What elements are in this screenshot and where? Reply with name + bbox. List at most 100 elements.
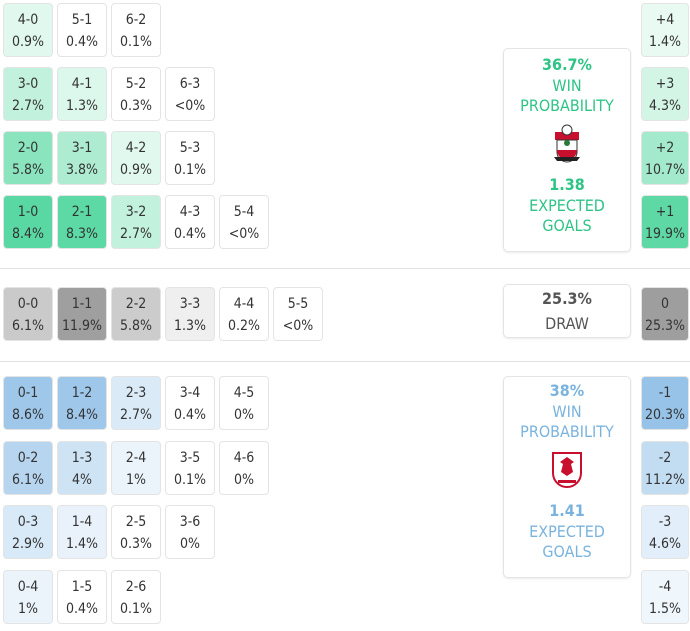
score-cell-label: 4-2 xyxy=(125,140,147,156)
score-cell-pct: 5.8% xyxy=(120,318,152,334)
middlesbrough-crest-icon xyxy=(552,452,582,488)
margin-cell-pct: 11.2% xyxy=(644,472,685,488)
score-cell: 3-3 1.3% xyxy=(165,287,215,341)
margin-cell-label: +4 xyxy=(655,12,675,28)
score-cell-pct: <0% xyxy=(174,98,206,114)
score-cell: 4-4 0.2% xyxy=(219,287,269,341)
score-cell-pct: 2.7% xyxy=(120,407,152,423)
margin-cell-label: -4 xyxy=(658,579,672,595)
margin-cell-label: -2 xyxy=(658,450,672,466)
margin-cell-label: -3 xyxy=(658,514,672,530)
score-cell: 5-4 <0% xyxy=(219,195,269,249)
score-cell: 1-2 8.4% xyxy=(57,376,107,430)
score-cell-label: 4-5 xyxy=(233,385,255,401)
score-cell-pct: 4% xyxy=(72,472,92,488)
score-cell: 4-3 0.4% xyxy=(165,195,215,249)
score-cell: 2-4 1% xyxy=(111,441,161,495)
divider xyxy=(0,268,690,269)
margin-cell-label: 0 xyxy=(660,296,669,312)
score-cell: 0-0 6.1% xyxy=(3,287,53,341)
score-cell-label: 2-4 xyxy=(125,450,147,466)
score-cell-pct: 5.8% xyxy=(12,162,44,178)
score-cell-pct: 11.9% xyxy=(61,318,102,334)
score-cell-label: 0-4 xyxy=(17,579,39,595)
score-cell: 0-4 1% xyxy=(3,570,53,624)
draw-label: DRAW xyxy=(545,314,589,333)
score-cell: 2-6 0.1% xyxy=(111,570,161,624)
score-cell-label: 4-6 xyxy=(233,450,255,466)
score-cell-label: 0-2 xyxy=(17,450,39,466)
score-cell-pct: 8.3% xyxy=(66,226,98,242)
score-cell-label: 3-6 xyxy=(179,514,201,530)
score-cell-pct: 8.4% xyxy=(12,226,44,242)
score-cell-pct: 0.1% xyxy=(120,34,152,50)
margin-cell: -4 1.5% xyxy=(641,570,689,624)
draw-card: 25.3% DRAW xyxy=(503,284,631,338)
score-cell-pct: 1% xyxy=(126,472,146,488)
draw-pct: 25.3% xyxy=(542,289,592,308)
margin-cell-pct: 20.3% xyxy=(644,407,685,423)
score-cell-pct: <0% xyxy=(228,226,260,242)
score-cell: 1-1 11.9% xyxy=(57,287,107,341)
score-cell: 5-2 0.3% xyxy=(111,67,161,121)
score-cell: 2-5 0.3% xyxy=(111,505,161,559)
score-cell-label: 1-3 xyxy=(71,450,93,466)
score-cell-label: 1-0 xyxy=(17,204,39,220)
score-cell: 3-6 0% xyxy=(165,505,215,559)
score-cell-pct: 0.4% xyxy=(66,601,98,617)
score-cell-pct: 0% xyxy=(180,536,200,552)
margin-cell: -1 20.3% xyxy=(641,376,689,430)
score-cell: 4-2 0.9% xyxy=(111,131,161,185)
score-cell: 4-5 0% xyxy=(219,376,269,430)
score-cell: 3-1 3.8% xyxy=(57,131,107,185)
score-cell-label: 4-0 xyxy=(17,12,39,28)
score-cell: 3-4 0.4% xyxy=(165,376,215,430)
score-cell-pct: 0.1% xyxy=(174,162,206,178)
score-cell: 2-3 2.7% xyxy=(111,376,161,430)
score-cell: 5-3 0.1% xyxy=(165,131,215,185)
score-cell-pct: 0.9% xyxy=(120,162,152,178)
margin-cell-pct: 1.4% xyxy=(649,34,681,50)
margin-cell-label: -1 xyxy=(658,385,672,401)
score-cell: 2-0 5.8% xyxy=(3,131,53,185)
score-cell: 0-1 8.6% xyxy=(3,376,53,430)
away-win-card: 38% WIN PROBABILITY 1.41 EXPECTED GOALS xyxy=(503,376,631,578)
away-win-pct: 38% xyxy=(549,381,585,400)
score-cell-label: 3-2 xyxy=(125,204,147,220)
score-cell-pct: <0% xyxy=(282,318,314,334)
divider xyxy=(0,361,690,362)
score-cell-label: 1-4 xyxy=(71,514,93,530)
away-xg-label: EXPECTED GOALS xyxy=(529,522,605,561)
score-cell: 6-2 0.1% xyxy=(111,3,161,57)
score-cell-pct: 2.9% xyxy=(12,536,44,552)
score-cell-label: 6-2 xyxy=(125,12,147,28)
score-cell-pct: 3.8% xyxy=(66,162,98,178)
margin-cell: +4 1.4% xyxy=(641,3,689,57)
score-cell-label: 4-1 xyxy=(71,76,93,92)
score-cell-pct: 2.7% xyxy=(120,226,152,242)
score-cell-label: 5-2 xyxy=(125,76,147,92)
score-cell: 4-1 1.3% xyxy=(57,67,107,121)
score-cell: 4-0 0.9% xyxy=(3,3,53,57)
margin-cell-pct: 19.9% xyxy=(644,226,685,242)
score-cell-label: 0-1 xyxy=(17,385,39,401)
score-cell: 1-5 0.4% xyxy=(57,570,107,624)
score-cell-label: 4-3 xyxy=(179,204,201,220)
score-cell-label: 3-4 xyxy=(179,385,201,401)
score-cell-pct: 0.1% xyxy=(120,601,152,617)
score-cell: 0-3 2.9% xyxy=(3,505,53,559)
score-cell-pct: 1% xyxy=(18,601,38,617)
score-cell-pct: 1.4% xyxy=(66,536,98,552)
score-cell-label: 0-3 xyxy=(17,514,39,530)
score-cell-label: 3-5 xyxy=(179,450,201,466)
home-xg-label: EXPECTED GOALS xyxy=(529,196,605,235)
score-cell: 5-1 0.4% xyxy=(57,3,107,57)
score-cell-pct: 0.3% xyxy=(120,536,152,552)
score-cell-label: 5-3 xyxy=(179,140,201,156)
score-cell-pct: 0.3% xyxy=(120,98,152,114)
score-cell: 5-5 <0% xyxy=(273,287,323,341)
margin-cell-label: +1 xyxy=(655,204,675,220)
home-xg: 1.38 xyxy=(549,175,585,194)
score-cell-pct: 8.4% xyxy=(66,407,98,423)
score-cell-label: 2-3 xyxy=(125,385,147,401)
